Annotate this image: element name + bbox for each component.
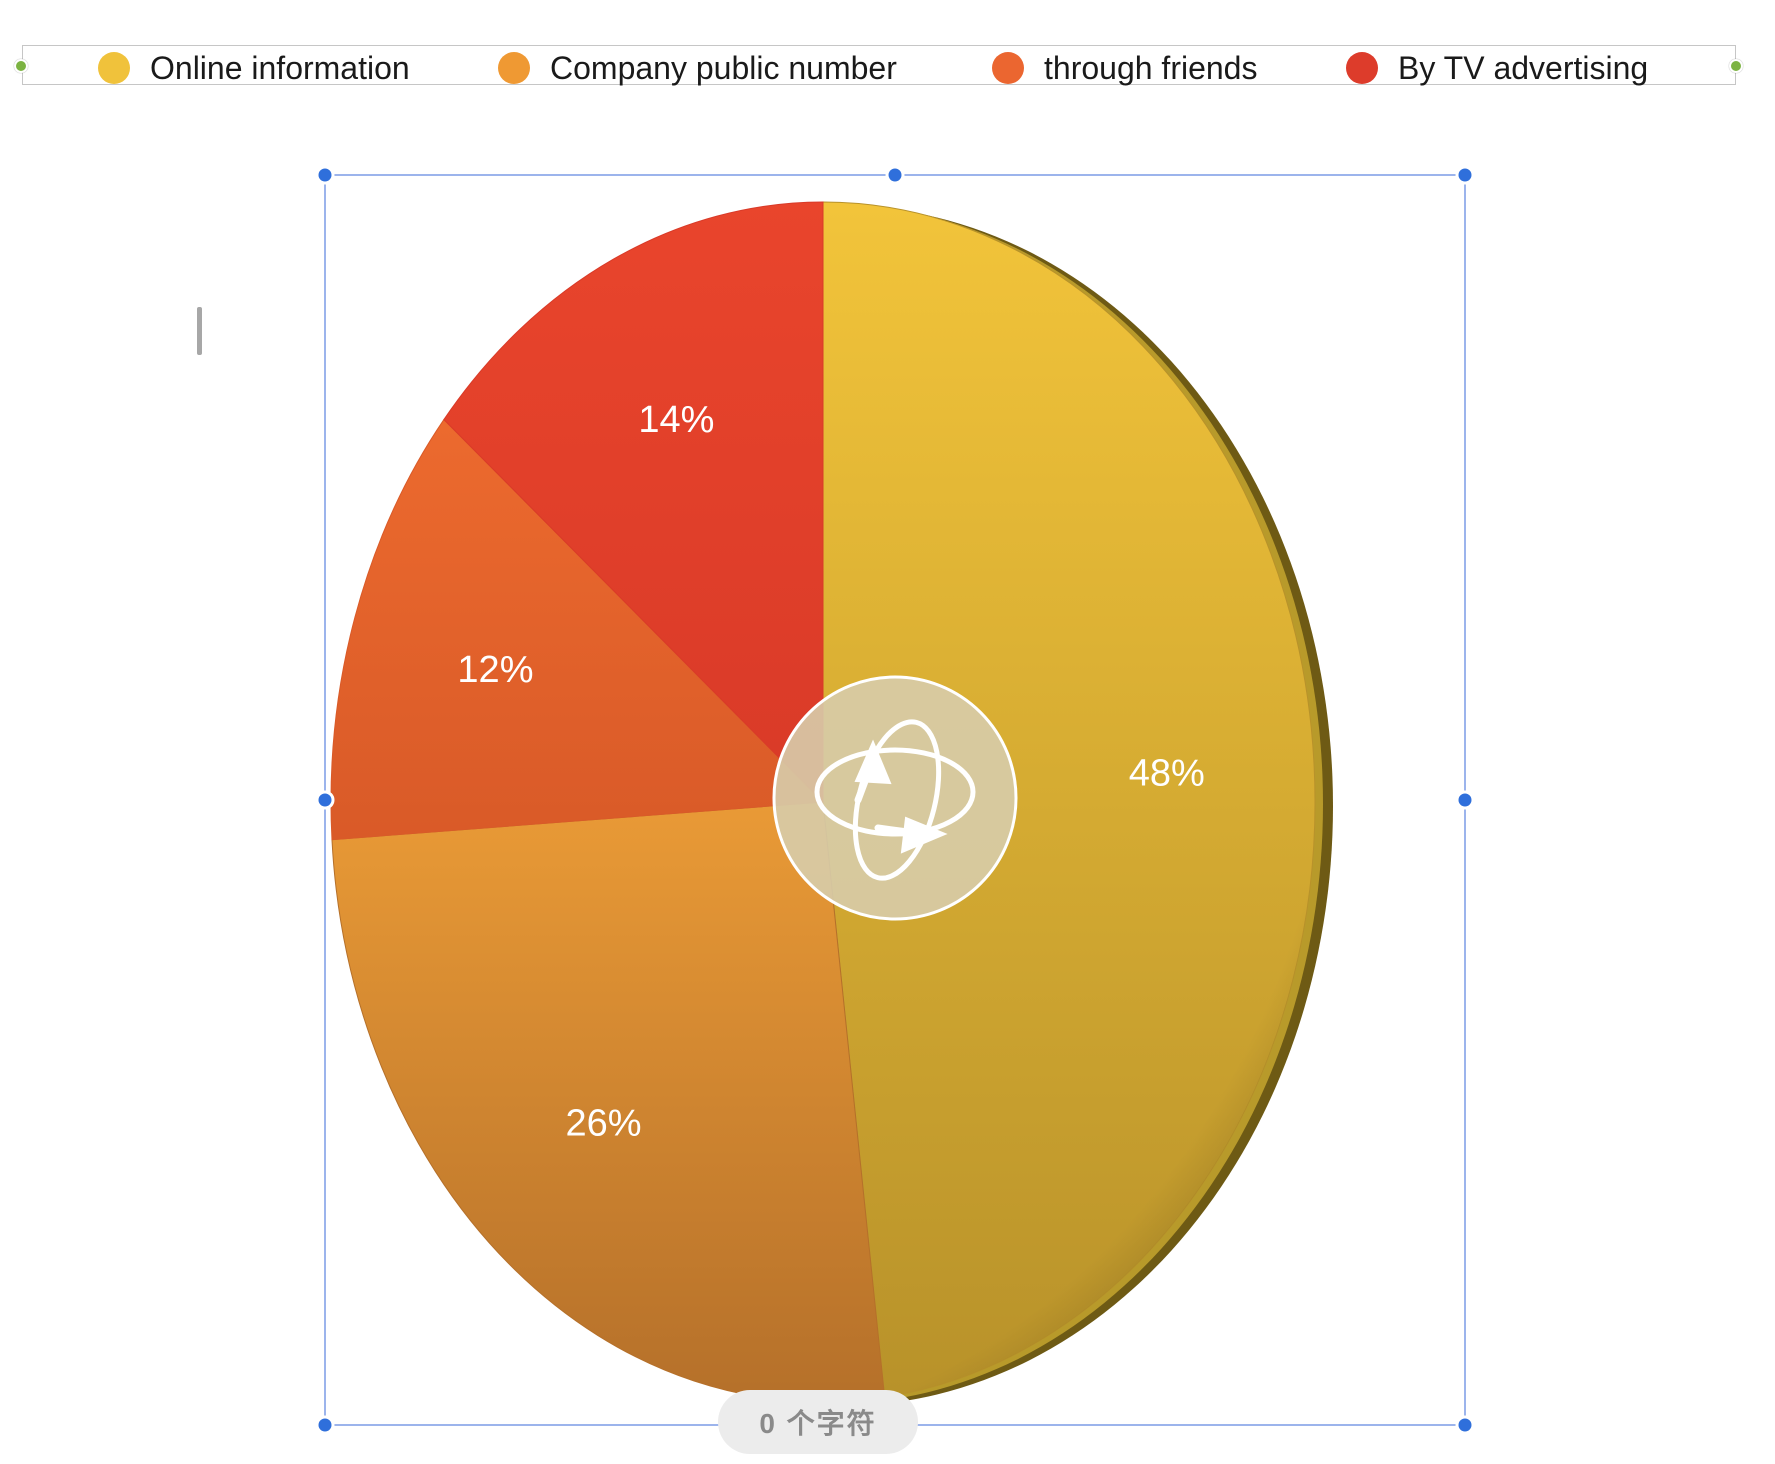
data-label: 26% [565, 1103, 641, 1145]
legend-item-through-friends: through friends [992, 50, 1257, 86]
rotate-3d-button[interactable] [772, 675, 1018, 921]
legend-item-online-information: Online information [98, 50, 410, 86]
legend-swatch [992, 52, 1024, 84]
resize-handle-middle-right[interactable] [1455, 790, 1475, 810]
text-cursor [197, 307, 202, 355]
legend-swatch [1346, 52, 1378, 84]
resize-handle-top-right[interactable] [1455, 165, 1475, 185]
legend-swatch [498, 52, 530, 84]
data-label: 14% [638, 399, 714, 441]
data-label: 12% [457, 649, 533, 691]
legend-resize-handle-right[interactable] [1729, 59, 1743, 73]
legend-swatch [98, 52, 130, 84]
resize-handle-bottom-right[interactable] [1455, 1415, 1475, 1435]
rotate-3d-icon [814, 719, 976, 881]
legend-label: By TV advertising [1398, 49, 1649, 86]
character-count-badge: 0 个字符 [718, 1390, 918, 1454]
legend-resize-handle-left[interactable] [14, 59, 28, 73]
legend-label: Company public number [550, 49, 897, 86]
legend-item-company-public-number: Company public number [498, 50, 897, 86]
legend-label: Online information [150, 49, 410, 86]
legend-item-by-tv-advertising: By TV advertising [1346, 50, 1648, 86]
legend-label: through friends [1044, 49, 1258, 86]
resize-handle-top-middle[interactable] [885, 165, 905, 185]
resize-handle-middle-left[interactable] [315, 790, 335, 810]
resize-handle-bottom-left[interactable] [315, 1415, 335, 1435]
data-label: 48% [1129, 753, 1205, 795]
resize-handle-top-left[interactable] [315, 165, 335, 185]
